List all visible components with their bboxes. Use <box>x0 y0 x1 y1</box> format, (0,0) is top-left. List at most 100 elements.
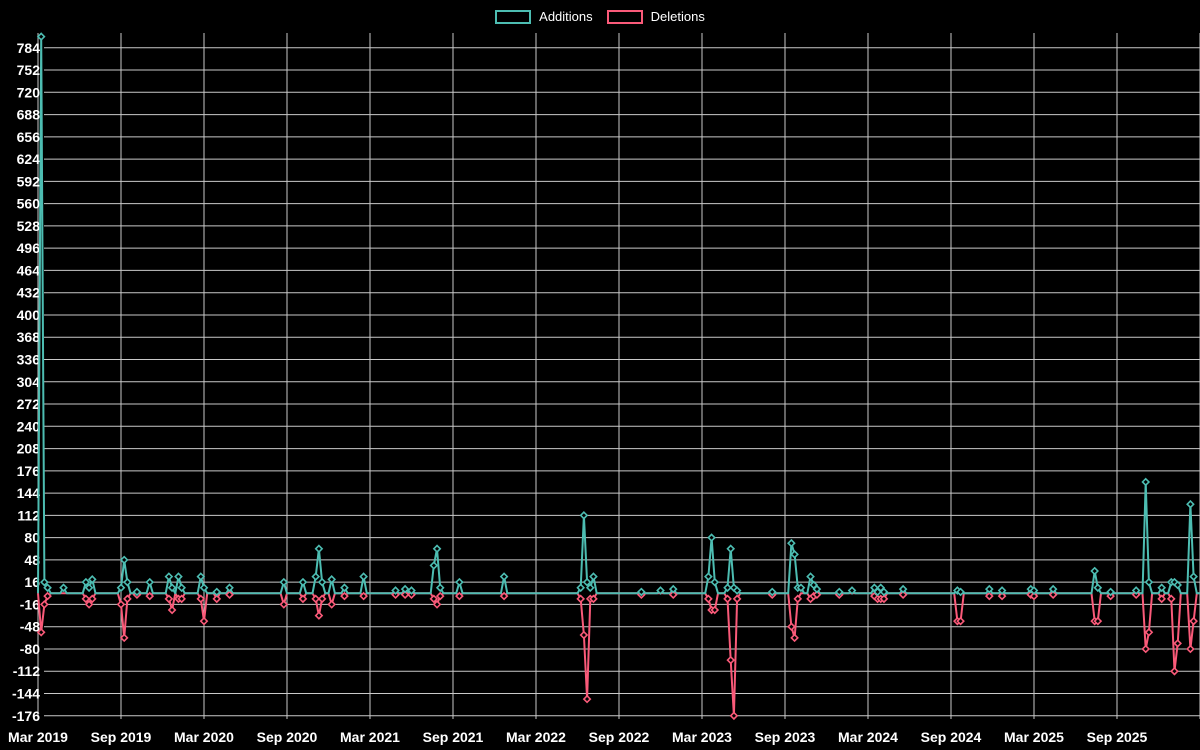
deletions-marker-icon <box>36 627 46 637</box>
additions-marker-icon <box>668 584 678 594</box>
y-tick-label: 464 <box>17 262 41 278</box>
additions-marker-icon <box>898 584 908 594</box>
additions-marker-icon <box>340 583 349 593</box>
additions-marker-icon <box>1173 580 1182 590</box>
deletions-marker-icon <box>199 616 209 626</box>
deletions-marker-icon <box>400 590 410 600</box>
additions-marker-icon <box>400 584 410 594</box>
y-tick-label: 48 <box>24 552 40 568</box>
y-tick-label: 208 <box>17 441 41 457</box>
x-tick-label: Sep 2023 <box>755 729 816 745</box>
additions-marker-icon <box>40 577 49 587</box>
additions-marker-icon <box>279 577 289 587</box>
additions-marker-icon <box>707 533 716 542</box>
deletions-marker-icon <box>116 600 126 609</box>
y-tick-label: 752 <box>17 62 41 78</box>
y-tick-label: 176 <box>17 463 41 479</box>
y-tick-label: 240 <box>17 418 41 434</box>
additions-marker-icon <box>984 584 994 594</box>
deletions-marker-icon <box>43 591 52 601</box>
additions-line <box>37 35 1200 595</box>
additions-marker-icon <box>812 584 822 594</box>
additions-marker-icon <box>1144 577 1154 587</box>
additions-marker-icon <box>327 575 337 584</box>
y-tick-label: 368 <box>17 329 41 345</box>
additions-marker-icon <box>199 583 209 593</box>
deletions-marker-icon <box>956 616 965 626</box>
additions-marker-icon <box>174 572 183 581</box>
y-tick-label: 656 <box>17 129 41 145</box>
additions-marker-icon <box>1090 566 1099 576</box>
deletions-marker-icon <box>225 590 234 600</box>
additions-marker-icon <box>997 586 1007 595</box>
additions-marker-icon <box>1186 499 1195 509</box>
y-tick-label: 272 <box>17 396 41 412</box>
additions-marker-icon <box>132 587 142 597</box>
legend-item-deletions[interactable]: Deletions <box>606 8 705 26</box>
deletions-marker-icon <box>576 594 586 604</box>
additions-marker-icon <box>59 583 68 593</box>
deletions-marker-icon <box>1186 644 1195 654</box>
additions-marker-icon <box>225 583 234 593</box>
additions-marker-icon <box>1029 586 1039 595</box>
additions-marker-icon <box>879 587 889 597</box>
deletions-marker-icon <box>879 594 889 604</box>
additions-marker-icon <box>455 577 464 587</box>
y-tick-label: 16 <box>24 574 40 590</box>
additions-swatch-icon <box>495 10 532 24</box>
deletions-marker-icon <box>668 590 678 600</box>
deletions-marker-icon <box>327 600 337 609</box>
y-tick-label: 592 <box>17 173 41 189</box>
y-tick-label: 432 <box>17 285 41 301</box>
x-tick-label: Mar 2025 <box>1004 729 1064 745</box>
additions-marker-icon <box>298 577 308 587</box>
legend-item-additions[interactable]: Additions <box>495 8 593 26</box>
deletions-marker-icon <box>1173 639 1182 648</box>
x-tick-label: Mar 2020 <box>174 729 234 745</box>
additions-marker-icon <box>726 544 736 554</box>
y-tick-label: 560 <box>17 196 41 212</box>
x-tick-label: Sep 2024 <box>921 729 982 745</box>
additions-marker-icon <box>1141 477 1151 487</box>
deletions-marker-icon <box>1144 627 1154 637</box>
additions-marker-icon <box>1106 587 1115 597</box>
y-tick-label: -48 <box>20 619 40 635</box>
y-tick-label: 144 <box>17 485 41 501</box>
y-tick-label: 496 <box>17 240 41 256</box>
deletions-marker-icon <box>984 591 994 601</box>
additions-marker-icon <box>582 577 592 587</box>
deletions-marker-icon <box>40 600 49 609</box>
x-tick-label: Sep 2019 <box>91 729 152 745</box>
additions-marker-icon <box>723 583 732 593</box>
deletions-marker-icon <box>1141 644 1151 654</box>
additions-marker-icon <box>704 572 713 581</box>
additions-marker-icon <box>637 587 646 597</box>
y-tick-label: 400 <box>17 307 41 323</box>
deletions-marker-icon <box>1170 666 1179 676</box>
additions-marker-icon <box>435 583 445 593</box>
additions-marker-icon <box>145 577 155 587</box>
additions-marker-icon <box>499 572 509 581</box>
deletions-marker-icon <box>435 591 445 601</box>
deletions-marker-icon <box>212 594 222 604</box>
additions-marker-icon <box>36 32 46 41</box>
deletions-marker-icon <box>359 591 368 601</box>
deletions-marker-icon <box>997 591 1007 601</box>
deletions-marker-icon <box>311 594 321 604</box>
additions-marker-icon <box>847 586 857 595</box>
additions-marker-icon <box>311 572 321 581</box>
y-tick-label: -176 <box>12 708 40 724</box>
y-tick-label: -112 <box>13 663 40 679</box>
deletions-marker-icon <box>812 590 822 600</box>
y-tick-label: 688 <box>17 107 41 123</box>
y-tick-label: 784 <box>17 40 41 56</box>
additions-marker-icon <box>579 511 589 520</box>
x-tick-label: Mar 2023 <box>672 729 732 745</box>
deletions-marker-icon <box>1048 590 1058 600</box>
additions-marker-icon <box>1093 583 1103 593</box>
additions-marker-icon <box>196 572 206 581</box>
additions-marker-icon <box>806 572 815 581</box>
y-tick-label: 720 <box>17 84 41 100</box>
deletions-marker-icon <box>340 591 349 601</box>
